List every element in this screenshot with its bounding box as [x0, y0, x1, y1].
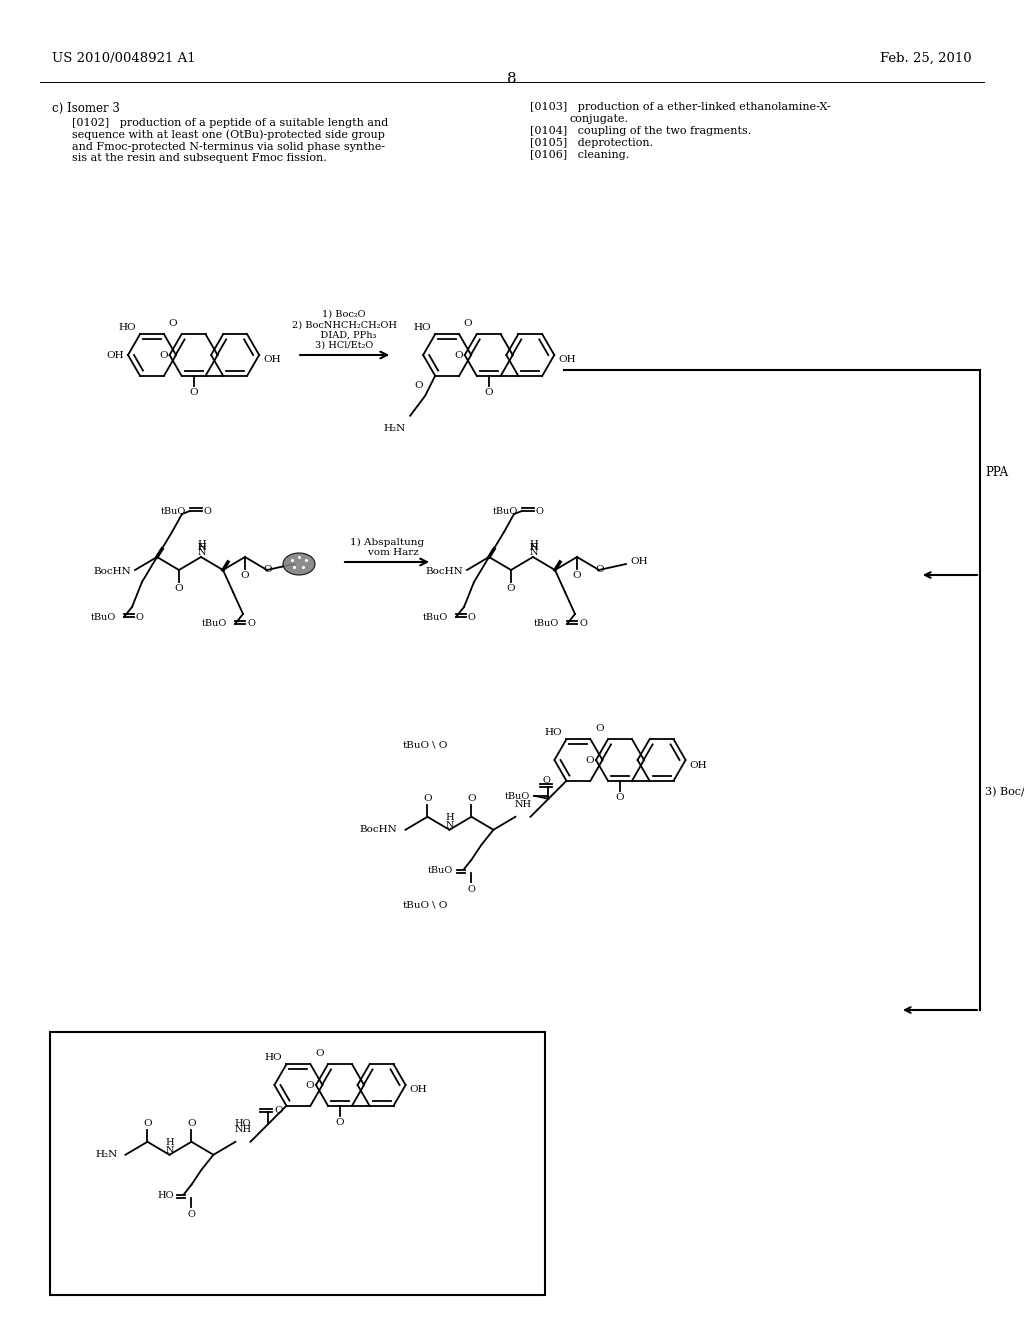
- Text: O: O: [454, 351, 463, 360]
- Text: [0102]   production of a peptide of a suitable length and
sequence with at least: [0102] production of a peptide of a suit…: [72, 117, 388, 164]
- Text: tBuO: tBuO: [493, 507, 518, 516]
- Text: O: O: [189, 388, 198, 397]
- Text: BocHN: BocHN: [359, 825, 397, 834]
- Text: N: N: [529, 548, 539, 557]
- Text: O: O: [464, 319, 472, 329]
- Text: HO: HO: [233, 1119, 251, 1129]
- Text: tBuO: tBuO: [534, 619, 559, 628]
- Text: O: O: [543, 776, 550, 785]
- Text: N: N: [529, 532, 539, 552]
- Text: O: O: [596, 565, 604, 573]
- Text: H₂N: H₂N: [384, 424, 407, 433]
- Text: H: H: [165, 1138, 174, 1147]
- Text: OH: OH: [630, 557, 647, 565]
- Text: PPA: PPA: [985, 466, 1008, 479]
- Text: H: H: [198, 543, 206, 552]
- Text: OH: OH: [106, 351, 124, 359]
- Text: O: O: [415, 381, 423, 391]
- Text: [0103]   production of a ether-linked ethanolamine-X-: [0103] production of a ether-linked etha…: [530, 102, 830, 112]
- Text: HO: HO: [414, 323, 431, 333]
- Ellipse shape: [283, 553, 315, 576]
- Text: H: H: [198, 540, 206, 549]
- Text: O: O: [467, 793, 476, 803]
- Text: O: O: [204, 507, 212, 516]
- Text: O: O: [247, 619, 255, 628]
- Text: HO: HO: [265, 1053, 283, 1063]
- Text: O: O: [143, 1119, 152, 1127]
- Text: N: N: [198, 548, 206, 557]
- Text: O: O: [615, 793, 625, 801]
- Text: OH: OH: [410, 1085, 427, 1094]
- Text: BocHN: BocHN: [425, 568, 463, 577]
- Text: tBuO: tBuO: [91, 612, 116, 622]
- Text: O: O: [315, 1049, 324, 1059]
- Text: [0105]   deprotection.: [0105] deprotection.: [530, 139, 653, 148]
- Text: 1) Abspaltung
    vom Harz: 1) Abspaltung vom Harz: [350, 537, 424, 557]
- Text: O: O: [507, 583, 515, 593]
- Text: OH: OH: [558, 355, 575, 364]
- Text: O: O: [586, 756, 594, 766]
- Text: H: H: [445, 813, 454, 822]
- Text: O: O: [468, 884, 475, 894]
- Text: O: O: [187, 1119, 196, 1127]
- Text: HO: HO: [157, 1191, 173, 1200]
- Text: [0106]   cleaning.: [0106] cleaning.: [530, 150, 630, 160]
- Text: tBuO: tBuO: [402, 741, 430, 750]
- Text: HO: HO: [545, 729, 562, 737]
- Text: O: O: [468, 612, 476, 622]
- Text: O: O: [595, 725, 603, 733]
- Text: 1) Boc₂O
2) BocNHCH₂CH₂OH
   DIAD, PPh₃
3) HCl/Et₂O: 1) Boc₂O 2) BocNHCH₂CH₂OH DIAD, PPh₃ 3) …: [292, 310, 396, 350]
- Text: O: O: [572, 572, 582, 579]
- Text: O: O: [169, 319, 177, 329]
- Text: BocHN: BocHN: [93, 568, 131, 577]
- Text: O: O: [579, 619, 587, 628]
- Text: OH: OH: [689, 760, 708, 770]
- Text: tBuO: tBuO: [423, 612, 449, 622]
- Text: O: O: [136, 612, 144, 622]
- Text: N: N: [165, 1146, 174, 1155]
- Text: 8: 8: [507, 73, 517, 86]
- Text: tBuO: tBuO: [505, 792, 530, 801]
- Text: O: O: [484, 388, 493, 397]
- Text: \ O: \ O: [432, 741, 447, 750]
- Text: \ O: \ O: [432, 900, 447, 909]
- Text: c) Isomer 3: c) Isomer 3: [52, 102, 120, 115]
- Text: [0104]   coupling of the two fragments.: [0104] coupling of the two fragments.: [530, 125, 752, 136]
- Text: NH: NH: [234, 1125, 252, 1134]
- Text: 3) Boc/ᵗBu-Spaltung: 3) Boc/ᵗBu-Spaltung: [985, 787, 1024, 797]
- Text: tBuO: tBuO: [402, 900, 430, 909]
- Text: tBuO: tBuO: [428, 866, 454, 875]
- Text: HO: HO: [119, 323, 136, 333]
- Text: O: O: [536, 507, 544, 516]
- Text: US 2010/0048921 A1: US 2010/0048921 A1: [52, 51, 196, 65]
- Bar: [50, 1032, 545, 1295]
- Text: O: O: [175, 583, 183, 593]
- Text: N: N: [445, 821, 454, 830]
- Text: NH: NH: [514, 800, 531, 809]
- Text: O: O: [423, 793, 432, 803]
- Text: H: H: [529, 540, 539, 549]
- Text: O: O: [305, 1081, 314, 1090]
- Text: O: O: [187, 1210, 196, 1218]
- Text: N: N: [198, 532, 206, 552]
- Text: O: O: [274, 1106, 283, 1115]
- Text: H₂N: H₂N: [95, 1150, 118, 1159]
- Text: Feb. 25, 2010: Feb. 25, 2010: [881, 51, 972, 65]
- Text: tBuO: tBuO: [161, 507, 186, 516]
- Text: O: O: [336, 1118, 344, 1127]
- Text: OH: OH: [263, 355, 281, 364]
- Text: conjugate.: conjugate.: [570, 114, 629, 124]
- Text: O: O: [241, 572, 249, 579]
- Text: H: H: [529, 543, 539, 552]
- Text: O: O: [264, 565, 272, 573]
- Text: O: O: [159, 351, 168, 360]
- Text: tBuO: tBuO: [202, 619, 227, 628]
